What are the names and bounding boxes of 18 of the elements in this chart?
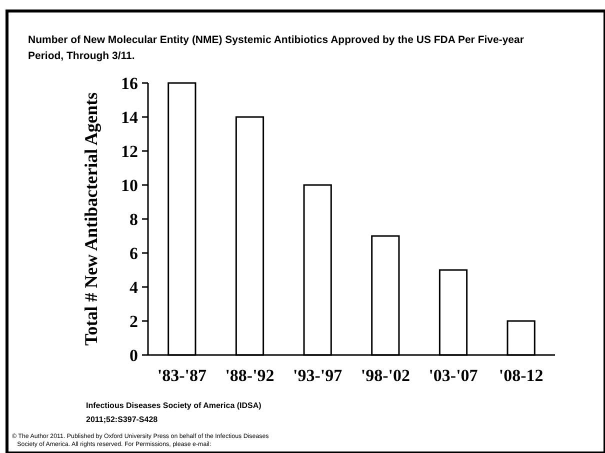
y-tick-label: 14 [121,108,138,127]
y-tick-label: 8 [130,210,138,229]
y-tick-label: 10 [121,176,138,195]
x-tick-label: '08-12 [498,366,544,385]
x-tick-label: '83-'87 [157,366,207,385]
y-tick-label: 4 [130,278,138,297]
text: Infectious Diseases Society of America (IDSA) 2011;52:S397-S428 [86,401,262,424]
x-tick-label: '03-'07 [428,366,478,385]
x-tick-label: '98-'02 [360,366,410,385]
y-tick-label: 16 [121,74,138,93]
x-tick-label: '93-'97 [293,366,343,385]
y-axis-title: Total # New Antibacterial Agents [81,92,101,346]
y-tick-label: 12 [121,142,138,161]
y-tick-label: 0 [130,346,138,365]
y-tick-label: 2 [130,312,138,331]
y-tick-label: 6 [130,244,138,263]
x-tick-label: '88-'92 [225,366,274,385]
chart-title: Number of New Molecular Entity (NME) Systemic Antibiotics Approved by the US FDA Per Five-year Period, Through 3/11. [28,34,524,62]
